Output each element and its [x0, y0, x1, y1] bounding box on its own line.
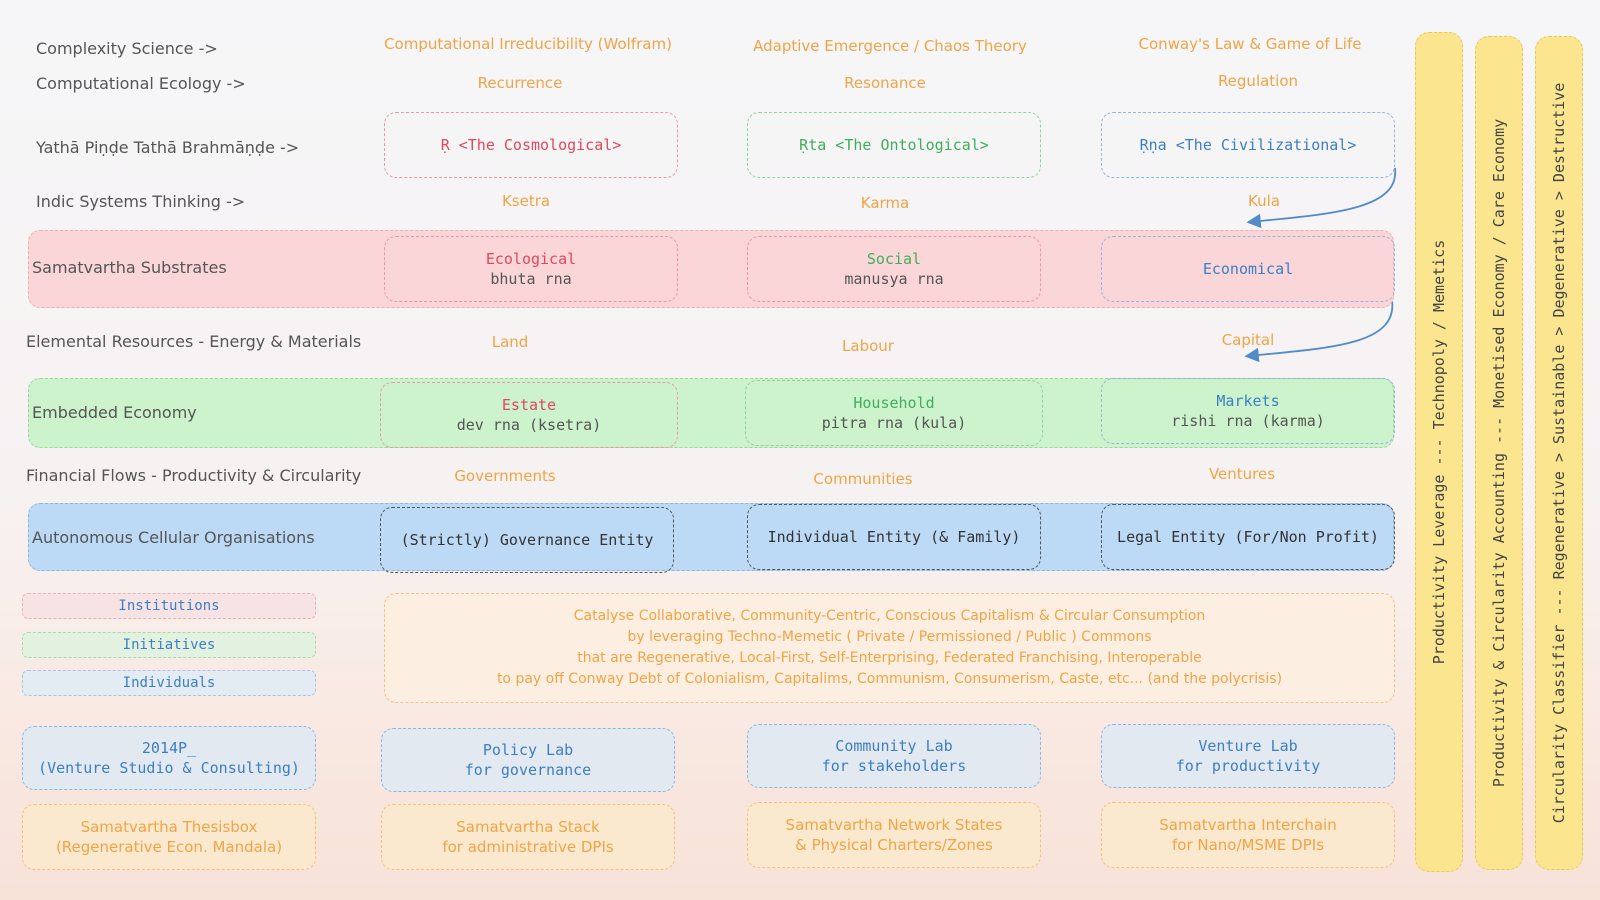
label-indic-systems: Indic Systems Thinking -> — [36, 192, 246, 211]
stack-line1: Samatvartha Stack — [456, 818, 600, 836]
stack-line2: (Regenerative Econ. Mandala) — [55, 838, 283, 856]
embedded-sub: dev rna (ksetra) — [456, 416, 602, 434]
lab-2014p-box: 2014P_ (Venture Studio & Consulting) — [22, 726, 316, 790]
elemental-item: Land — [491, 333, 529, 351]
indic-item: Karma — [860, 194, 910, 212]
manifesto-line: Catalyse Collaborative, Community-Centri… — [573, 608, 1206, 624]
embedded-economy-band — [28, 378, 1394, 448]
vertical-text: Circularity Classifier --- Regenerative … — [1550, 82, 1568, 824]
substrate-title: Ecological — [485, 250, 577, 268]
indic-item: Ksetra — [501, 192, 551, 210]
community-lab-box: Community Lab for stakeholders — [747, 724, 1041, 788]
circularity-classifier-column: Circularity Classifier --- Regenerative … — [1535, 36, 1583, 870]
elemental-item: Capital — [1221, 331, 1275, 349]
substrates-band — [28, 230, 1394, 308]
samatvartha-stack-box: Samatvartha Stack for administrative DPI… — [381, 804, 675, 870]
embedded-household-box: Household pitra rna (kula) — [745, 380, 1043, 446]
complexity-item: Conway's Law & Game of Life — [1138, 35, 1362, 53]
stack-line2: & Physical Charters/Zones — [795, 836, 993, 854]
substrate-economical-box: Economical — [1101, 236, 1395, 302]
civilizational-box: Ṛṇa <The Civilizational> — [1101, 112, 1395, 178]
label-complexity-science: Complexity Science -> — [36, 39, 218, 58]
elemental-item: Labour — [842, 337, 894, 355]
governance-entity-box: (Strictly) Governance Entity — [380, 507, 674, 573]
label-embedded-economy: Embedded Economy — [32, 403, 197, 422]
ecology-item: Recurrence — [477, 74, 563, 92]
venture-lab-box: Venture Lab for productivity — [1101, 724, 1395, 788]
lab-line1: Policy Lab — [482, 741, 574, 759]
manifesto-line: by leveraging Techno-Memetic ( Private /… — [627, 629, 1152, 645]
label-financial-flows: Financial Flows - Productivity & Circula… — [26, 466, 362, 485]
legend-institutions: Institutions — [22, 593, 316, 619]
embedded-sub: pitra rna (kula) — [821, 414, 967, 432]
legend-individuals: Individuals — [22, 670, 316, 696]
ontological-box: Ṛta <The Ontological> — [747, 112, 1041, 178]
label-computational-ecology: Computational Ecology -> — [36, 74, 246, 93]
substrate-title: Economical — [1202, 260, 1294, 278]
label-yatha-pinde: Yathā Piṇḍe Tathā Brahmāṇḍe -> — [36, 138, 300, 157]
financial-item: Ventures — [1208, 465, 1276, 483]
indic-item: Kula — [1248, 192, 1280, 210]
autonomous-orgs-band — [28, 503, 1394, 571]
substrate-sub: manusya rna — [844, 270, 944, 288]
stack-line2: for administrative DPIs — [442, 838, 614, 856]
thesisbox-box: Samatvartha Thesisbox (Regenerative Econ… — [22, 804, 316, 870]
lab-line1: Community Lab — [835, 737, 953, 755]
substrate-sub: bhuta rna — [490, 270, 572, 288]
legal-entity-box: Legal Entity (For/Non Profit) — [1101, 504, 1395, 570]
label-samatvartha-substrates: Samatvartha Substrates — [32, 258, 227, 277]
network-states-box: Samatvartha Network States & Physical Ch… — [747, 802, 1041, 868]
vertical-text: Productivity & Circularity Accounting --… — [1490, 118, 1508, 788]
embedded-markets-box: Markets rishi rna (karma) — [1101, 378, 1395, 444]
embedded-title: Markets — [1216, 392, 1280, 410]
embedded-estate-box: Estate dev rna (ksetra) — [380, 382, 678, 448]
label-elemental-resources: Elemental Resources - Energy & Materials — [26, 332, 362, 351]
substrate-title: Social — [866, 250, 922, 268]
legend-initiatives: Initiatives — [22, 632, 316, 658]
stack-line1: Samatvartha Interchain — [1159, 816, 1337, 834]
substrate-social-box: Social manusya rna — [747, 236, 1041, 302]
embedded-sub: rishi rna (karma) — [1171, 412, 1325, 430]
financial-item: Communities — [813, 470, 913, 488]
manifesto-box: Catalyse Collaborative, Community-Centri… — [384, 593, 1395, 703]
stack-line1: Samatvartha Thesisbox — [80, 818, 258, 836]
complexity-item: Computational Irreducibility (Wolfram) — [384, 35, 672, 53]
cosmological-box: Ṛ <The Cosmological> — [384, 112, 678, 178]
productivity-leverage-column: Productivity Leverage --- Technopoly / M… — [1415, 32, 1463, 872]
financial-item: Governments — [454, 467, 556, 485]
lab-line2: for stakeholders — [821, 757, 967, 775]
lab-line2: for governance — [464, 761, 592, 779]
label-autonomous-orgs: Autonomous Cellular Organisations — [32, 528, 315, 547]
manifesto-line: to pay off Conway Debt of Colonialism, C… — [496, 671, 1283, 687]
stack-line1: Samatvartha Network States — [785, 816, 1003, 834]
manifesto-line: that are Regenerative, Local-First, Self… — [577, 650, 1202, 666]
individual-entity-box: Individual Entity (& Family) — [747, 504, 1041, 570]
ecology-item: Regulation — [1217, 72, 1299, 90]
lab-line2: (Venture Studio & Consulting) — [38, 759, 300, 777]
lab-line2: for productivity — [1175, 757, 1321, 775]
ecology-item: Resonance — [844, 74, 926, 92]
embedded-title: Household — [853, 394, 935, 412]
vertical-text: Productivity Leverage --- Technopoly / M… — [1430, 239, 1448, 665]
stack-line2: for Nano/MSME DPIs — [1171, 836, 1325, 854]
lab-line1: Venture Lab — [1198, 737, 1298, 755]
interchain-box: Samatvartha Interchain for Nano/MSME DPI… — [1101, 802, 1395, 868]
embedded-title: Estate — [501, 396, 557, 414]
policy-lab-box: Policy Lab for governance — [381, 728, 675, 792]
accounting-column: Productivity & Circularity Accounting --… — [1475, 36, 1523, 870]
lab-line1: 2014P_ — [141, 739, 197, 757]
substrate-ecological-box: Ecological bhuta rna — [384, 236, 678, 302]
complexity-item: Adaptive Emergence / Chaos Theory — [753, 37, 1027, 55]
